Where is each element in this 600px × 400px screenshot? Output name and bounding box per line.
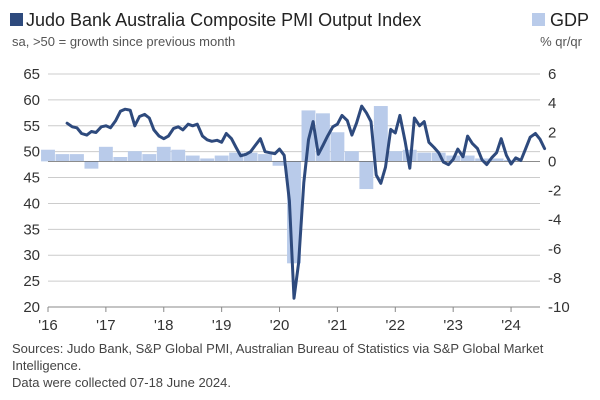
left-tick-label: 40 bbox=[23, 195, 40, 212]
gdp-bar bbox=[84, 161, 99, 169]
gdp-bar bbox=[55, 154, 70, 162]
gdp-bar bbox=[156, 146, 171, 162]
x-tick-label: '20 bbox=[270, 317, 290, 334]
gdp-bar bbox=[214, 155, 229, 162]
left-tick-label: 45 bbox=[23, 170, 40, 187]
gdp-bar bbox=[373, 106, 388, 162]
gdp-bar bbox=[272, 161, 287, 166]
right-axis-subtitle: % qr/qr bbox=[540, 34, 582, 49]
x-tick-label: '16 bbox=[38, 317, 58, 334]
right-tick-label: 4 bbox=[548, 95, 556, 112]
gdp-legend-swatch bbox=[532, 13, 545, 26]
left-axis-subtitle: sa, >50 = growth since previous month bbox=[12, 34, 236, 49]
x-tick-label: '19 bbox=[212, 317, 232, 334]
gdp-bar bbox=[504, 159, 519, 162]
gdp-bar bbox=[243, 152, 258, 162]
axes bbox=[47, 306, 540, 312]
footer-sources: Sources: Judo Bank, S&P Global PMI, Aust… bbox=[12, 341, 544, 373]
gdp-bar bbox=[388, 151, 403, 162]
gdp-bar bbox=[330, 132, 345, 162]
x-tick-label: '17 bbox=[96, 317, 116, 334]
footer-collected: Data were collected 07-18 June 2024. bbox=[12, 375, 231, 390]
x-tick-label: '18 bbox=[154, 317, 174, 334]
pmi-legend-swatch bbox=[10, 13, 23, 26]
gdp-bar bbox=[41, 149, 55, 162]
gdp-bar bbox=[460, 155, 475, 162]
gdp-bar bbox=[127, 151, 142, 162]
gdp-bar bbox=[431, 152, 446, 162]
left-tick-label: 20 bbox=[23, 299, 40, 316]
right-tick-label: 0 bbox=[548, 153, 556, 170]
gdp-bar bbox=[171, 149, 186, 162]
gdp-bar bbox=[69, 154, 84, 162]
gdp-bar bbox=[258, 154, 273, 162]
gdp-bar bbox=[185, 155, 200, 162]
gdp-bar bbox=[142, 154, 157, 162]
footer: Sources: Judo Bank, S&P Global PMI, Aust… bbox=[12, 340, 587, 391]
left-tick-label: 35 bbox=[23, 221, 40, 238]
chart-title: Judo Bank Australia Composite PMI Output… bbox=[26, 10, 422, 30]
right-tick-label: 2 bbox=[548, 124, 556, 141]
right-tick-label: -8 bbox=[548, 270, 561, 287]
left-tick-label: 60 bbox=[23, 92, 40, 109]
x-tick-label: '21 bbox=[328, 317, 348, 334]
left-tick-label: 25 bbox=[23, 273, 40, 290]
gdp-bar bbox=[113, 157, 128, 162]
right-tick-label: -2 bbox=[548, 183, 561, 200]
left-tick-label: 65 bbox=[23, 66, 40, 83]
right-tick-label: -6 bbox=[548, 241, 561, 258]
right-tick-label: -4 bbox=[548, 212, 561, 229]
tick-labels: 656055504540353025206420-2-4-6-8-10'16'1… bbox=[23, 66, 569, 334]
gdp-bar bbox=[489, 158, 504, 162]
left-tick-label: 30 bbox=[23, 247, 40, 264]
pmi-line-group bbox=[65, 104, 547, 300]
left-tick-label: 50 bbox=[23, 144, 40, 161]
gdp-bar bbox=[229, 152, 244, 162]
right-tick-label: -10 bbox=[548, 299, 570, 316]
left-tick-label: 55 bbox=[23, 118, 40, 135]
x-tick-label: '23 bbox=[443, 317, 463, 334]
gdp-bar bbox=[359, 161, 374, 190]
gdp-bars bbox=[41, 106, 519, 264]
gdp-legend-label: GDP bbox=[550, 10, 590, 30]
gdp-bar bbox=[98, 146, 113, 162]
x-tick-label: '22 bbox=[386, 317, 406, 334]
gdp-bar bbox=[200, 158, 215, 162]
gdp-bar bbox=[344, 151, 359, 162]
x-tick-label: '24 bbox=[501, 317, 521, 334]
right-tick-label: 6 bbox=[548, 66, 556, 83]
gdp-bar bbox=[417, 152, 432, 162]
pmi-line bbox=[65, 104, 547, 300]
